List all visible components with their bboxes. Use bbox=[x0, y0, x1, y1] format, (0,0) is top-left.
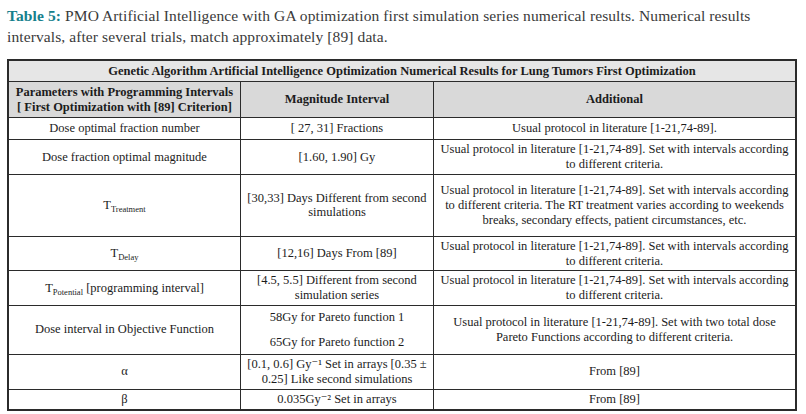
cell-magnitude: [1.60, 1.90] Gy bbox=[240, 140, 433, 175]
table-title-row: Genetic Algorithm Artificial Intelligenc… bbox=[8, 60, 796, 82]
parameter-subscript: Potential bbox=[53, 287, 83, 297]
cell-additional: Usual protocol in literature [1-21,74-89… bbox=[434, 305, 797, 354]
parameter-symbol: T bbox=[103, 198, 111, 212]
table-caption-text: PMO Artificial Intelligence with GA opti… bbox=[7, 7, 750, 45]
cell-parameter: α bbox=[8, 354, 240, 389]
table-caption-label: Table 5: bbox=[7, 7, 61, 24]
cell-magnitude: [12,16] Days From [89] bbox=[240, 236, 433, 271]
column-header-parameters: Parameters with Programming Intervals [ … bbox=[8, 82, 240, 118]
column-header-additional: Additional bbox=[434, 82, 797, 118]
cell-parameter: Dose interval in Objective Function bbox=[8, 305, 240, 354]
cell-additional: Usual protocol in literature [1-21,74-89… bbox=[434, 271, 797, 306]
table-row: α [0.1, 0.6] Gy⁻¹ Set in arrays [0.35 ± … bbox=[8, 354, 796, 389]
cell-magnitude: [ 27, 31] Fractions bbox=[240, 118, 433, 140]
table-row: TPotential [programming interval] [4.5, … bbox=[8, 271, 796, 306]
table-title: Genetic Algorithm Artificial Intelligenc… bbox=[8, 60, 796, 82]
cell-magnitude: [0.1, 0.6] Gy⁻¹ Set in arrays [0.35 ± 0.… bbox=[240, 354, 433, 389]
cell-parameter: TDelay bbox=[8, 236, 240, 271]
cell-additional: Usual protocol in literature [1-21,74-89… bbox=[434, 140, 797, 175]
table-caption: Table 5: PMO Artificial Intelligence wit… bbox=[7, 5, 799, 48]
cell-additional: Usual protocol in literature [1-21,74-89… bbox=[434, 174, 797, 236]
table-row: TDelay [12,16] Days From [89] Usual prot… bbox=[8, 236, 796, 271]
cell-magnitude: [30,33] Days Different from second simul… bbox=[240, 174, 433, 236]
cell-additional: Usual protocol in literature [1-21,74-89… bbox=[434, 236, 797, 271]
cell-parameter: Dose optimal fraction number bbox=[8, 118, 240, 140]
cell-magnitude: [4.5, 5.5] Different from second simulat… bbox=[240, 271, 433, 306]
parameter-subscript: Delay bbox=[118, 252, 138, 262]
cell-additional: From [89] bbox=[434, 389, 797, 410]
cell-magnitude: 58Gy for Pareto function 1 65Gy for Pare… bbox=[240, 305, 433, 354]
table-row: TTreatment [30,33] Days Different from s… bbox=[8, 174, 796, 236]
parameter-subscript: Treatment bbox=[111, 204, 146, 214]
parameter-suffix: [programming interval] bbox=[83, 281, 204, 295]
cell-magnitude: 0.035Gy⁻² Set in arrays bbox=[240, 389, 433, 410]
table-row: Dose optimal fraction number [ 27, 31] F… bbox=[8, 118, 796, 140]
cell-parameter: TTreatment bbox=[8, 174, 240, 236]
cell-parameter: TPotential [programming interval] bbox=[8, 271, 240, 306]
page: Table 5: PMO Artificial Intelligence wit… bbox=[0, 0, 806, 414]
cell-parameter: Dose fraction optimal magnitude bbox=[8, 140, 240, 175]
table-row: Dose fraction optimal magnitude [1.60, 1… bbox=[8, 140, 796, 175]
parameter-symbol: T bbox=[111, 246, 119, 260]
column-header-magnitude: Magnitude Interval bbox=[240, 82, 433, 118]
table-row: β 0.035Gy⁻² Set in arrays From [89] bbox=[8, 389, 796, 410]
magnitude-line-1: 58Gy for Pareto function 1 bbox=[247, 310, 427, 325]
table-row: Dose interval in Objective Function 58Gy… bbox=[8, 305, 796, 354]
results-table: Genetic Algorithm Artificial Intelligenc… bbox=[7, 59, 797, 412]
cell-additional: Usual protocol in literature [1-21,74-89… bbox=[434, 118, 797, 140]
table-header-row: Parameters with Programming Intervals [ … bbox=[8, 82, 796, 118]
cell-parameter: β bbox=[8, 389, 240, 410]
magnitude-line-2: 65Gy for Pareto function 2 bbox=[247, 335, 427, 350]
cell-additional: From [89] bbox=[434, 354, 797, 389]
parameter-symbol: T bbox=[45, 281, 53, 295]
